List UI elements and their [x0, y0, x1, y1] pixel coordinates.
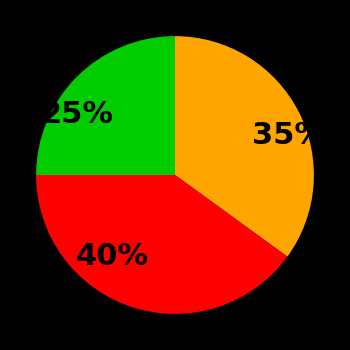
Text: 25%: 25% — [41, 100, 114, 128]
Wedge shape — [175, 36, 314, 257]
Text: 40%: 40% — [75, 243, 148, 271]
Text: 35%: 35% — [252, 121, 325, 150]
Wedge shape — [36, 36, 175, 175]
Wedge shape — [36, 175, 287, 314]
